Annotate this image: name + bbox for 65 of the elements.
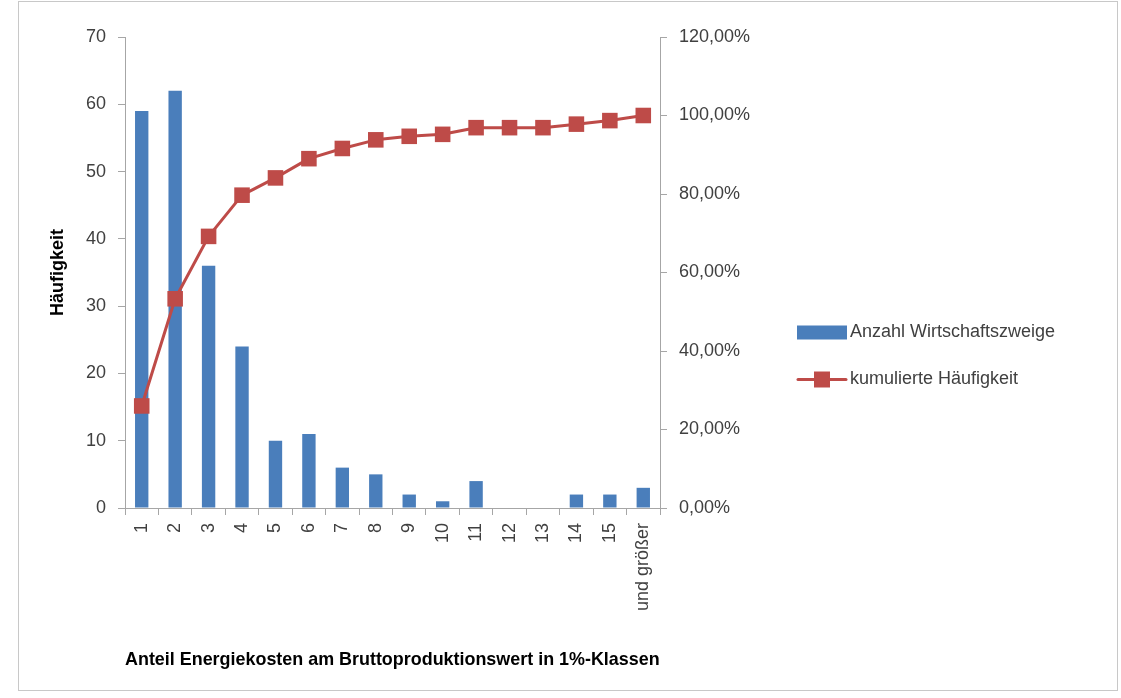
point xyxy=(167,291,183,307)
x-tick-label: 2 xyxy=(164,523,185,534)
point xyxy=(568,116,585,132)
point xyxy=(267,170,284,186)
x-axis-title: Anteil Energiekosten am Bruttoproduktionswert in 1%-Klassen xyxy=(125,649,660,670)
y-tick-label: 20 xyxy=(85,362,106,383)
y-tick-label: 50 xyxy=(85,160,106,181)
x-tick-label: 8 xyxy=(364,523,385,534)
bar xyxy=(335,467,350,508)
y2-tick-label: 120,00% xyxy=(679,25,751,46)
bar xyxy=(469,481,483,508)
y-tick-label: 0 xyxy=(95,496,106,517)
y-tick-label: 30 xyxy=(85,295,106,316)
x-tick-label: 5 xyxy=(264,523,285,534)
x-tick-label: 6 xyxy=(297,523,318,534)
point xyxy=(200,228,217,245)
x-tick-label: 13 xyxy=(531,523,552,544)
bar xyxy=(369,474,383,508)
x-tick-label: 7 xyxy=(331,523,352,534)
point xyxy=(434,126,451,143)
y2-tick-label: 60,00% xyxy=(679,261,741,282)
x-tick-label: 1 xyxy=(130,523,151,534)
y-axis-title: Häufigkeit xyxy=(46,228,67,317)
y-tick-label: 40 xyxy=(85,227,106,248)
x-tick-label: 3 xyxy=(197,523,218,534)
y-tick-label: 60 xyxy=(85,93,106,114)
bar xyxy=(435,501,450,508)
bar xyxy=(569,494,584,508)
bar xyxy=(168,90,182,508)
point xyxy=(602,112,618,129)
point xyxy=(468,119,484,136)
x-tick-label: 15 xyxy=(598,523,619,544)
bar xyxy=(135,111,149,508)
y-tick-label: 10 xyxy=(85,429,106,450)
point xyxy=(535,119,551,136)
point xyxy=(635,107,652,124)
y2-tick-label: 20,00% xyxy=(679,418,741,439)
point xyxy=(501,119,518,136)
y2-tick-label: 40,00% xyxy=(679,339,741,360)
point xyxy=(368,132,384,148)
x-tick-label: und größer xyxy=(632,523,653,612)
bar xyxy=(636,487,650,508)
point xyxy=(234,187,250,203)
point xyxy=(133,398,150,414)
bar xyxy=(235,346,249,508)
y2-tick-label: 100,00% xyxy=(679,104,751,125)
bar xyxy=(302,433,316,508)
x-tick-label: 11 xyxy=(465,523,486,542)
y2-tick-label: 80,00% xyxy=(679,182,741,203)
point xyxy=(334,140,351,157)
bar xyxy=(402,494,416,508)
bar xyxy=(201,265,216,508)
bar xyxy=(268,440,283,508)
x-tick-label: 4 xyxy=(231,523,251,534)
legend-label: Anzahl Wirtschaftszweige xyxy=(850,321,1056,342)
x-tick-label: 9 xyxy=(398,523,419,534)
point xyxy=(301,150,317,167)
legend-label: kumulierte Häufigkeit xyxy=(850,368,1019,389)
x-tick-label: 12 xyxy=(498,523,519,544)
x-tick-label: 10 xyxy=(431,523,452,544)
y2-tick-label: 0,00% xyxy=(679,496,731,517)
bar xyxy=(603,494,617,508)
y-tick-label: 70 xyxy=(85,25,106,46)
x-tick-label: 14 xyxy=(565,523,586,544)
point xyxy=(401,128,417,145)
